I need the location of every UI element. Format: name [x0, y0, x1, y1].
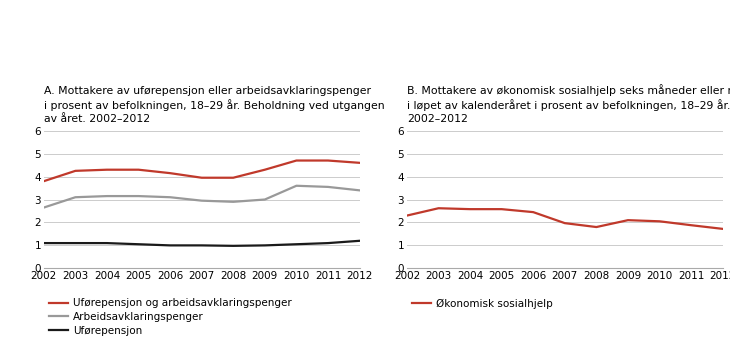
Text: B. Mottakere av økonomisk sosialhjelp seks måneder eller mer
i løpet av kalender: B. Mottakere av økonomisk sosialhjelp se…	[407, 84, 730, 124]
Legend: Uførepensjon og arbeidsavklaringspenger, Arbeidsavklaringspenger, Uførepensjon: Uførepensjon og arbeidsavklaringspenger,…	[49, 298, 292, 336]
Text: A. Mottakere av uførepensjon eller arbeidsavklaringspenger
i prosent av befolkni: A. Mottakere av uførepensjon eller arbei…	[44, 86, 385, 124]
Legend: Økonomisk sosialhjelp: Økonomisk sosialhjelp	[412, 298, 553, 309]
